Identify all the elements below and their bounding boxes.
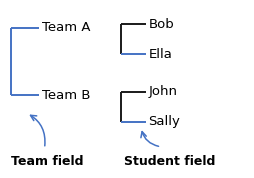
Text: John: John (149, 85, 178, 98)
Text: Ella: Ella (149, 48, 172, 61)
Text: Team A: Team A (42, 21, 90, 34)
Text: Student field: Student field (124, 155, 216, 168)
Text: Team field: Team field (11, 155, 83, 168)
Text: Bob: Bob (149, 17, 174, 31)
Text: Team B: Team B (42, 89, 90, 102)
Text: Sally: Sally (149, 115, 180, 129)
